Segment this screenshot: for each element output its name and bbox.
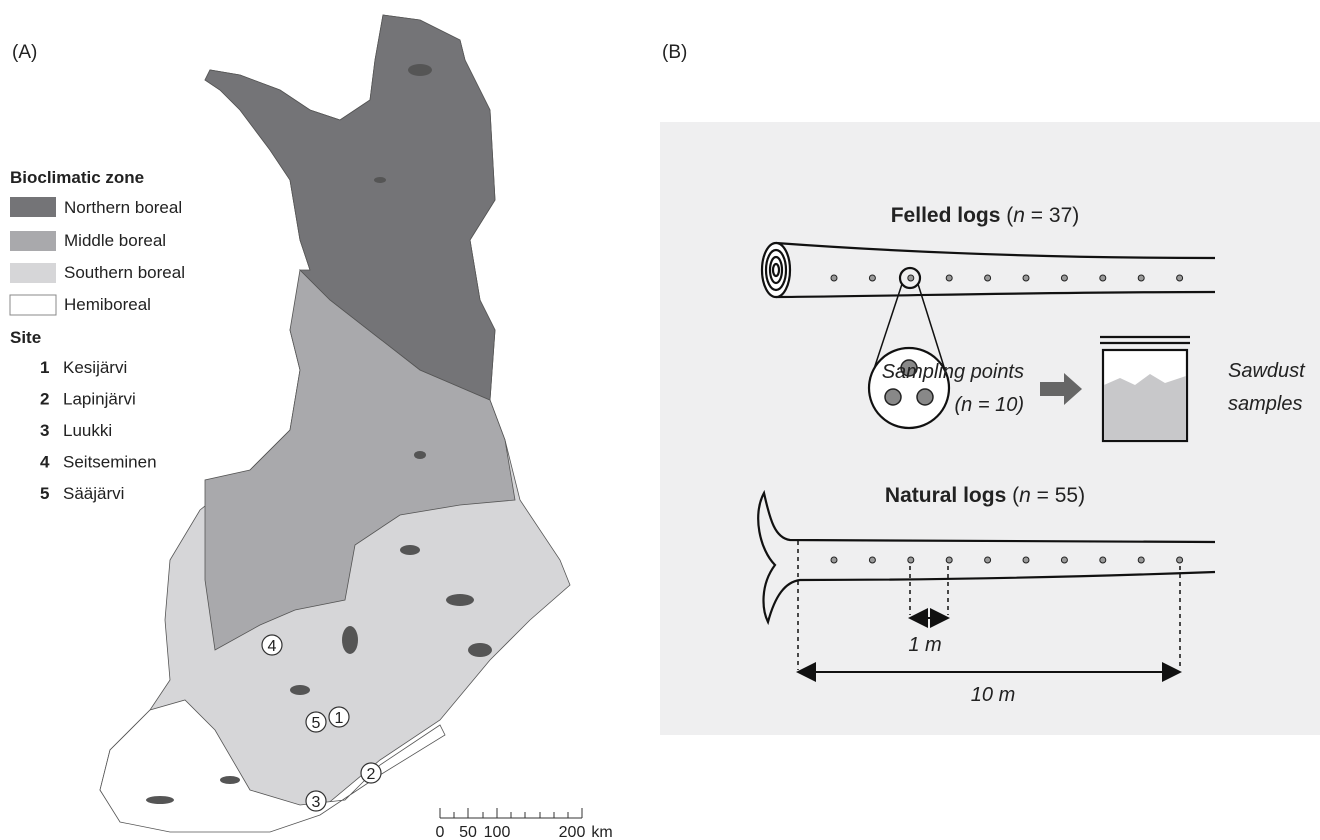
site-number: 3 xyxy=(40,421,49,440)
natural-title: Natural logs (n = 55) xyxy=(885,484,1085,507)
site-name: Seitseminen xyxy=(63,453,157,472)
sampling-dot xyxy=(869,557,875,563)
legend-swatch xyxy=(10,231,56,251)
annotation: Sawdust xyxy=(1228,360,1306,382)
legend-entry: Middle boreal xyxy=(64,231,166,250)
sampling-dot xyxy=(1177,275,1183,281)
scale-bar xyxy=(440,808,582,818)
site-number: 2 xyxy=(40,390,49,409)
sampling-dot xyxy=(869,275,875,281)
sampling-dot xyxy=(985,275,991,281)
spacing-label: 1 m xyxy=(908,634,941,656)
site-number: 1 xyxy=(40,358,49,377)
sampling-dot xyxy=(946,275,952,281)
sampling-dot xyxy=(946,557,952,563)
site-name: Sääjärvi xyxy=(63,484,124,503)
legend-entry: Southern boreal xyxy=(64,263,185,282)
site-number: 5 xyxy=(40,484,49,503)
scale-label: 0 xyxy=(436,824,445,840)
annotation: (n = 10) xyxy=(955,394,1024,416)
legend-swatch xyxy=(10,197,56,217)
sampling-dot xyxy=(1061,275,1067,281)
panel-label: (A) xyxy=(12,42,37,63)
sampling-dot xyxy=(1023,275,1029,281)
annotation: Sampling points xyxy=(882,361,1024,383)
figure: (A) Bioclimatic zone Northern boreal Mid… xyxy=(0,0,1320,840)
sampling-dot xyxy=(831,557,837,563)
site-marker-label: 1 xyxy=(335,710,344,727)
scale-label: 50 xyxy=(459,824,477,840)
legend-title: Bioclimatic zone xyxy=(10,168,144,187)
legend-swatch xyxy=(10,263,56,283)
sampling-dot xyxy=(1100,275,1106,281)
site-marker-label: 3 xyxy=(312,794,321,811)
sampling-dot xyxy=(1100,557,1106,563)
sampling-dot xyxy=(908,557,914,563)
site-marker-label: 5 xyxy=(312,715,321,732)
sampling-dot xyxy=(1177,557,1183,563)
sampling-dot xyxy=(1061,557,1067,563)
site-name: Luukki xyxy=(63,421,112,440)
site-list: 1 Kesijärvi 2 Lapinjärvi 3 Luukki 4 Seitseminen… xyxy=(40,358,157,503)
legend-swatch xyxy=(10,295,56,315)
legend-entry: Northern boreal xyxy=(64,198,182,217)
sampling-dot xyxy=(1138,275,1144,281)
site-name: Lapinjärvi xyxy=(63,390,136,409)
sampling-dot xyxy=(1138,557,1144,563)
scale-unit: km xyxy=(591,824,612,840)
sample-jar xyxy=(1100,337,1190,441)
scale-label: 100 xyxy=(484,824,511,840)
sampling-dot xyxy=(908,275,914,281)
sampling-dot xyxy=(831,275,837,281)
site-title: Site xyxy=(10,328,41,347)
site-marker-label: 4 xyxy=(268,638,277,655)
site-number: 4 xyxy=(40,453,50,472)
panel-label: (B) xyxy=(662,42,687,63)
legend-entry: Hemiboreal xyxy=(64,295,151,314)
legend: Bioclimatic zone Northern boreal Middle … xyxy=(10,168,185,347)
site-marker-label: 2 xyxy=(367,766,376,783)
scale-label: 200 xyxy=(559,824,586,840)
site-name: Kesijärvi xyxy=(63,358,127,377)
length-label: 10 m xyxy=(971,684,1015,706)
annotation: samples xyxy=(1228,393,1302,415)
sampling-dot xyxy=(985,557,991,563)
felled-title: Felled logs (n = 37) xyxy=(891,204,1080,227)
scale-labels: 0 50 100 200 km xyxy=(436,824,613,840)
sampling-dot xyxy=(1023,557,1029,563)
